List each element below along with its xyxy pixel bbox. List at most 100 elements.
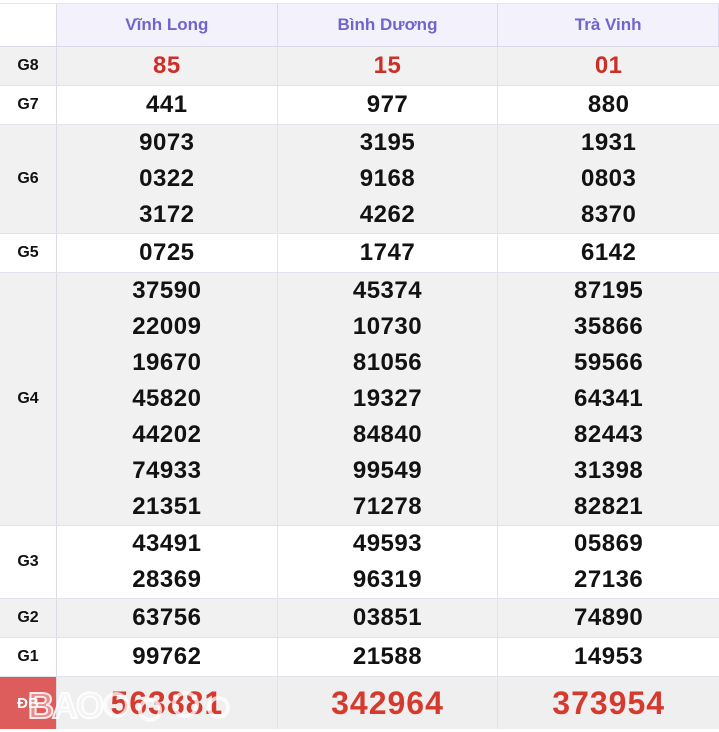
result-cell: 1931 0803 8370 bbox=[498, 125, 719, 233]
prize-row-g8: G8 85 15 01 bbox=[0, 47, 719, 86]
prize-number: 10730 bbox=[352, 313, 423, 340]
prize-number: 31398 bbox=[574, 457, 644, 484]
row-label: G4 bbox=[0, 273, 57, 525]
prize-number: 99762 bbox=[132, 643, 202, 670]
result-cell: 3195 9168 4262 bbox=[278, 125, 499, 233]
table-header-row: Vĩnh Long Bình Dương Trà Vinh bbox=[0, 4, 719, 47]
prize-number: 44202 bbox=[132, 421, 202, 448]
result-cell: 05869 27136 bbox=[498, 526, 719, 598]
prize-number: 28369 bbox=[132, 566, 202, 593]
column-header-tra-vinh: Trà Vinh bbox=[498, 4, 719, 46]
row-label: G6 bbox=[0, 125, 57, 233]
result-cell: 45374 10730 81056 19327 84840 99549 71278 bbox=[278, 273, 499, 525]
prize-row-g1: G1 99762 21588 14953 bbox=[0, 638, 719, 677]
prize-number: 63756 bbox=[132, 604, 202, 631]
prize-row-đb: ĐB 563881 342964 373954 bbox=[0, 677, 719, 729]
prize-number: 81056 bbox=[352, 349, 423, 376]
prize-number: 373954 bbox=[552, 685, 666, 721]
prize-number: 99549 bbox=[352, 457, 423, 484]
prize-row-g5: G5 0725 1747 6142 bbox=[0, 234, 719, 273]
prize-number: 59566 bbox=[574, 349, 644, 376]
prize-number: 96319 bbox=[352, 566, 423, 593]
prize-number: 0322 bbox=[139, 165, 195, 192]
prize-number: 84840 bbox=[352, 421, 423, 448]
row-label: ĐB bbox=[0, 677, 57, 729]
result-cell: 14953 bbox=[498, 638, 719, 676]
row-label: G1 bbox=[0, 638, 57, 676]
result-cell: 85 bbox=[57, 47, 278, 85]
prize-number: 03851 bbox=[352, 604, 423, 631]
prize-number: 64341 bbox=[574, 385, 644, 412]
result-cell: 99762 bbox=[57, 638, 278, 676]
prize-number: 71278 bbox=[352, 493, 423, 520]
lottery-results-table: Vĩnh Long Bình Dương Trà Vinh G8 85 15 01 G7… bbox=[0, 3, 719, 729]
prize-row-g4: G4 37590 22009 19670 45820 44202 74933 21351 453… bbox=[0, 273, 719, 526]
corner-cell bbox=[0, 4, 57, 46]
prize-number: 0725 bbox=[139, 239, 195, 266]
prize-number: 563881 bbox=[110, 685, 224, 721]
result-cell: 01 bbox=[498, 47, 719, 85]
prize-number: 8370 bbox=[580, 201, 637, 228]
prize-number: 49593 bbox=[352, 530, 423, 557]
row-label: G8 bbox=[0, 47, 57, 85]
prize-row-g6: G6 9073 0322 3172 3195 9168 4262 1931 0803 8370 bbox=[0, 125, 719, 234]
row-label: G2 bbox=[0, 599, 57, 637]
prize-number: 43491 bbox=[132, 530, 202, 557]
result-cell: 373954 bbox=[498, 677, 719, 729]
row-label: G3 bbox=[0, 526, 57, 598]
prize-number: 9073 bbox=[139, 129, 195, 156]
row-label: G5 bbox=[0, 234, 57, 272]
prize-number: 6142 bbox=[580, 239, 637, 266]
prize-number: 82443 bbox=[574, 421, 644, 448]
prize-number: 74890 bbox=[574, 604, 644, 631]
column-header-vinh-long: Vĩnh Long bbox=[57, 4, 278, 46]
result-cell: 0725 bbox=[57, 234, 278, 272]
prize-row-g7: G7 441 977 880 bbox=[0, 86, 719, 125]
table-body: G8 85 15 01 G7 441 977 880 G6 9073 0322 3172 3195 916… bbox=[0, 47, 719, 729]
result-cell: 87195 35866 59566 64341 82443 31398 82821 bbox=[498, 273, 719, 525]
prize-number: 0803 bbox=[580, 165, 637, 192]
prize-number: 45374 bbox=[352, 277, 423, 304]
result-cell: 9073 0322 3172 bbox=[57, 125, 278, 233]
prize-number: 21351 bbox=[132, 493, 202, 520]
prize-number: 3195 bbox=[359, 129, 416, 156]
result-cell: 880 bbox=[498, 86, 719, 124]
result-cell: 43491 28369 bbox=[57, 526, 278, 598]
prize-number: 74933 bbox=[132, 457, 202, 484]
prize-number: 3172 bbox=[139, 201, 195, 228]
result-cell: 441 bbox=[57, 86, 278, 124]
prize-number: 85 bbox=[152, 52, 181, 79]
result-cell: 49593 96319 bbox=[278, 526, 499, 598]
result-cell: 6142 bbox=[498, 234, 719, 272]
prize-number: 880 bbox=[587, 91, 630, 118]
prize-number: 19327 bbox=[352, 385, 423, 412]
result-cell: 977 bbox=[278, 86, 499, 124]
prize-number: 21588 bbox=[352, 643, 423, 670]
result-cell: 37590 22009 19670 45820 44202 74933 21351 bbox=[57, 273, 278, 525]
prize-row-g3: G3 43491 28369 49593 96319 05869 27136 bbox=[0, 526, 719, 599]
result-cell: 74890 bbox=[498, 599, 719, 637]
result-cell: 1747 bbox=[278, 234, 499, 272]
result-cell: 15 bbox=[278, 47, 499, 85]
result-cell: 21588 bbox=[278, 638, 499, 676]
prize-number: 87195 bbox=[574, 277, 644, 304]
prize-row-g2: G2 63756 03851 74890 bbox=[0, 599, 719, 638]
prize-number: 45820 bbox=[132, 385, 202, 412]
prize-number: 35866 bbox=[574, 313, 644, 340]
prize-number: 9168 bbox=[359, 165, 416, 192]
prize-number: 19670 bbox=[132, 349, 202, 376]
prize-number: 14953 bbox=[574, 643, 644, 670]
prize-number: 01 bbox=[594, 52, 623, 79]
prize-number: 1747 bbox=[359, 239, 416, 266]
prize-number: 27136 bbox=[574, 566, 644, 593]
result-cell: 342964 bbox=[278, 677, 499, 729]
prize-number: 05869 bbox=[574, 530, 644, 557]
prize-number: 82821 bbox=[574, 493, 644, 520]
column-header-binh-duong: Bình Dương bbox=[277, 4, 499, 46]
prize-number: 37590 bbox=[132, 277, 202, 304]
prize-number: 4262 bbox=[359, 201, 416, 228]
result-cell: 63756 bbox=[57, 599, 278, 637]
prize-number: 977 bbox=[366, 91, 409, 118]
prize-number: 441 bbox=[146, 91, 188, 118]
prize-number: 15 bbox=[373, 52, 402, 79]
